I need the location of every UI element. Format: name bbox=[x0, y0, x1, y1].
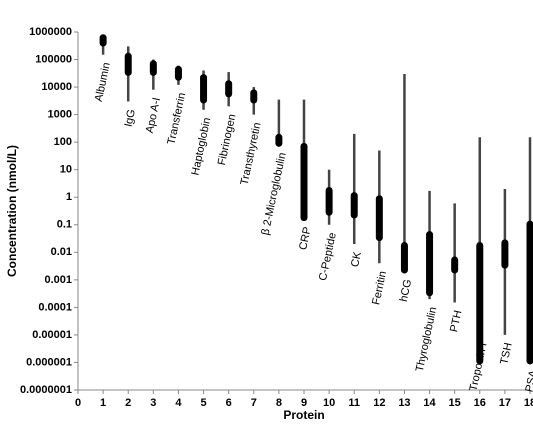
y-tick-label: 0.00001 bbox=[32, 329, 72, 341]
protein-label: hCG bbox=[398, 278, 414, 303]
x-tick-label: 18 bbox=[524, 397, 533, 409]
x-tick-label: 4 bbox=[175, 397, 182, 409]
range-box bbox=[426, 231, 434, 297]
x-tick-label: 13 bbox=[398, 397, 410, 409]
range-box bbox=[124, 52, 132, 76]
x-tick-label: 10 bbox=[323, 397, 335, 409]
x-tick-label: 12 bbox=[373, 397, 385, 409]
x-tick-label: 0 bbox=[75, 397, 81, 409]
x-tick-label: 1 bbox=[100, 397, 106, 409]
y-tick-label: 1000 bbox=[48, 109, 72, 121]
y-tick-label: 0.01 bbox=[51, 246, 72, 258]
y-tick-label: 0.001 bbox=[44, 274, 72, 286]
x-tick-label: 14 bbox=[423, 397, 436, 409]
y-axis-label: Concentration (nmol/L) bbox=[5, 145, 19, 277]
protein-label: Transthyretin bbox=[239, 121, 264, 186]
range-box bbox=[350, 192, 358, 219]
range-box bbox=[400, 242, 408, 274]
protein-label: PTH bbox=[448, 309, 464, 333]
range-box bbox=[476, 242, 484, 365]
protein-label: Thyroglobulin bbox=[414, 306, 439, 373]
y-tick-label: 0.0000001 bbox=[20, 384, 72, 396]
protein-label: Transferrin bbox=[166, 92, 189, 146]
x-tick-label: 7 bbox=[251, 397, 257, 409]
range-box bbox=[526, 220, 533, 365]
protein-label: Ferritin bbox=[370, 270, 389, 306]
protein-label: Haptoglobin bbox=[189, 116, 213, 176]
y-tick-label: 0.0001 bbox=[38, 301, 72, 313]
range-box bbox=[375, 195, 383, 242]
y-tick-label: 10 bbox=[60, 164, 72, 176]
x-tick-label: 6 bbox=[226, 397, 232, 409]
y-tick-label: 10000 bbox=[41, 81, 72, 93]
range-box bbox=[174, 65, 182, 81]
protein-label: PSA bbox=[523, 369, 533, 394]
range-box bbox=[325, 186, 333, 216]
protein-label: Albumin bbox=[93, 61, 113, 102]
range-box bbox=[99, 34, 107, 47]
y-tick-label: 0.1 bbox=[57, 219, 72, 231]
y-tick-label: 1000000 bbox=[29, 26, 72, 38]
protein-label: TSH bbox=[498, 342, 514, 366]
y-tick-label: 1 bbox=[66, 191, 72, 203]
x-tick-label: 3 bbox=[150, 397, 156, 409]
range-box bbox=[250, 89, 258, 104]
x-tick-label: 15 bbox=[449, 397, 461, 409]
range-box bbox=[501, 239, 509, 269]
y-tick-label: 100 bbox=[54, 136, 72, 148]
protein-label: CK bbox=[349, 250, 364, 268]
protein-label: Troponin I bbox=[468, 342, 490, 393]
range-box bbox=[225, 80, 233, 98]
y-tick-label: 0.000001 bbox=[26, 356, 72, 368]
protein-label: Apo A-I bbox=[144, 96, 163, 134]
y-tick-label: 100000 bbox=[35, 53, 72, 65]
range-box bbox=[200, 74, 208, 104]
protein-label: Fibrinogen bbox=[216, 113, 239, 166]
protein-label: β 2-Microglobulin bbox=[259, 152, 288, 237]
range-box bbox=[451, 256, 459, 274]
x-tick-label: 9 bbox=[301, 397, 307, 409]
protein-label: CRP bbox=[297, 226, 314, 251]
range-box bbox=[300, 142, 308, 222]
x-tick-label: 11 bbox=[348, 397, 360, 409]
range-box bbox=[149, 60, 157, 76]
protein-label: IgG bbox=[123, 108, 138, 128]
range-box bbox=[275, 133, 283, 147]
x-tick-label: 8 bbox=[276, 397, 282, 409]
x-tick-label: 17 bbox=[499, 397, 511, 409]
x-tick-label: 2 bbox=[125, 397, 131, 409]
x-axis-label: Protein bbox=[283, 408, 324, 422]
x-tick-label: 16 bbox=[474, 397, 486, 409]
x-tick-label: 5 bbox=[200, 397, 206, 409]
protein-label: C-Peptide bbox=[317, 232, 339, 282]
